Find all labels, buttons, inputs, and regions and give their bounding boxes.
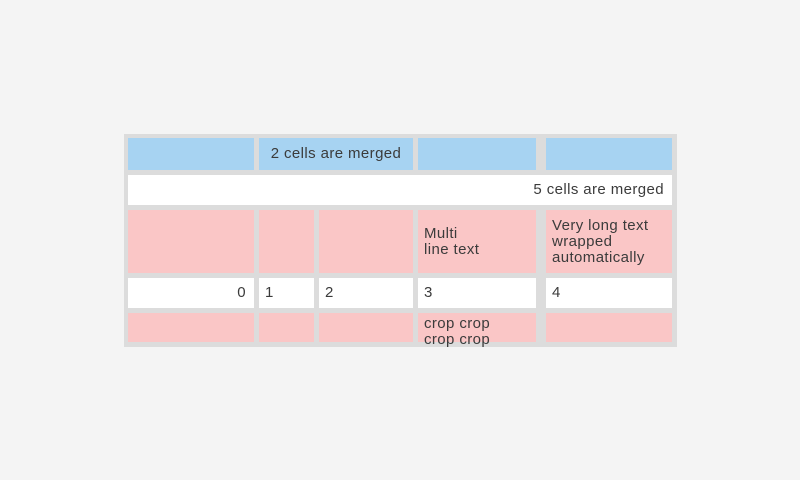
table-cell-r4-c2[interactable]: 1 — [259, 278, 314, 308]
table-row-3: Multi line text Very long text wrapped a… — [128, 210, 673, 273]
table-cell-r3-wrapped[interactable]: Very long text wrapped automatically — [546, 210, 672, 273]
table-cell-r5-c2[interactable] — [259, 313, 314, 342]
table-widget: 2 cells are merged 5 cells are merged Mu… — [124, 134, 677, 347]
table-cell-r3-c3[interactable] — [319, 210, 413, 273]
table-row-5: crop crop crop crop — [128, 313, 673, 347]
table-row-4: 0 1 2 3 4 — [128, 278, 673, 308]
table-cell-r5-c1[interactable] — [128, 313, 254, 342]
table-cell-r5-c3[interactable] — [319, 313, 413, 342]
table-cell-r3-multiline[interactable]: Multi line text — [418, 210, 536, 273]
table-cell-r1-c5[interactable] — [546, 138, 672, 170]
table-cell-r4-c3[interactable]: 2 — [319, 278, 413, 308]
table-cell-r4-c5[interactable]: 4 — [546, 278, 672, 308]
table-cell-r5-cropped[interactable]: crop crop crop crop — [418, 313, 536, 347]
table-cell-r1-merged-2[interactable]: 2 cells are merged — [259, 138, 413, 170]
table-cell-r1-c4[interactable] — [418, 138, 536, 170]
table-cell-r3-c2[interactable] — [259, 210, 314, 273]
table-cell-r3-c1[interactable] — [128, 210, 254, 273]
table-cell-r4-c1[interactable]: 0 — [128, 278, 254, 308]
table-row-2: 5 cells are merged — [128, 175, 673, 205]
table-cell-r2-merged-5[interactable]: 5 cells are merged — [128, 175, 672, 205]
table-row-1: 2 cells are merged — [128, 138, 673, 170]
table-cell-r4-c4[interactable]: 3 — [418, 278, 536, 308]
table-cell-r5-c5[interactable] — [546, 313, 672, 342]
table-cell-r1-c1[interactable] — [128, 138, 254, 170]
